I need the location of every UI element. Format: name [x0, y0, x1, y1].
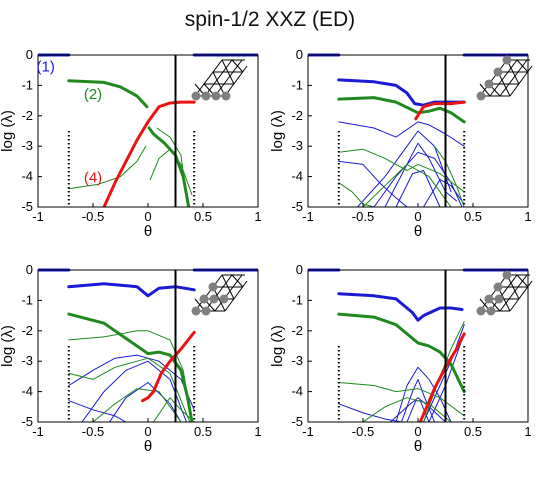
x-tick-label: -0.5 [352, 209, 374, 224]
x-tick-label: 0.5 [194, 209, 212, 224]
chart-panel-top-right: -1 -0.5 0 0.5 1 0 -1 -2 -3 -4 -5 θ log (λ) [269, 40, 540, 260]
y-tick-label: -3 [291, 138, 303, 153]
series-line-green-thick [337, 96, 466, 124]
x-tick-label: -0.5 [352, 424, 374, 439]
y-tick-label: -5 [21, 199, 33, 214]
y-tick-label: 0 [26, 262, 33, 277]
series-line-green-thin [362, 163, 452, 207]
chart-svg: -1 -0.5 0 0.5 1 0 -1 -2 -3 -4 -5 θ log (λ) [269, 47, 532, 240]
series-line-green-thick [67, 79, 149, 109]
y-axis-label: log (λ) [0, 325, 16, 367]
series-line-blue-thin [81, 360, 187, 422]
y-tick-label: -2 [291, 108, 303, 123]
y-tick-label: -1 [21, 77, 33, 92]
x-tick-label: 0.5 [464, 424, 482, 439]
chart-panel-top-left: -1 -0.5 0 0.5 1 0 -1 -2 -3 -4 -5 θ log (λ) (1) (2) (4) [0, 40, 270, 260]
x-tick-label: 1 [254, 209, 261, 224]
series-line-green-thick [147, 126, 191, 207]
y-tick-label: -2 [21, 323, 33, 338]
series-line-blue-thick [337, 292, 464, 322]
y-tick-label: -3 [21, 353, 33, 368]
series-line-blue-thin [390, 397, 446, 422]
series-line-green-thin [68, 145, 147, 190]
x-tick-label: 0.5 [194, 424, 212, 439]
x-tick-label: 1 [524, 209, 531, 224]
x-tick-label: 0 [144, 209, 151, 224]
chart-panel-bottom-left: -1 -0.5 0 0.5 1 0 -1 -2 -3 -4 -5 θ log (λ) [0, 255, 270, 475]
x-tick-label: 0 [414, 209, 421, 224]
x-tick-label: -0.5 [82, 209, 104, 224]
series-line-blue-thin [338, 160, 408, 207]
x-tick-label: -1 [32, 424, 44, 439]
y-tick-label: -5 [291, 414, 303, 429]
x-axis-label: θ [414, 223, 422, 240]
series-line-blue-thin [109, 382, 182, 422]
lattice-inset-icon [476, 55, 533, 101]
series-line-blue-thin [357, 130, 452, 207]
lattice-inset-icon [476, 270, 533, 316]
y-tick-label: -4 [21, 384, 33, 399]
series-line-blue-thin [338, 403, 402, 422]
x-tick-label: 0 [144, 424, 151, 439]
series-line-red-thick [102, 100, 196, 207]
series-line-green-thick [67, 312, 194, 422]
y-tick-label: -5 [21, 414, 33, 429]
series-line-green-thin [92, 388, 182, 422]
y-tick-label: 0 [26, 47, 33, 62]
series-line-green-thin [338, 182, 375, 207]
x-tick-label: -1 [302, 209, 314, 224]
y-tick-label: -2 [291, 323, 303, 338]
y-tick-label: -4 [291, 169, 303, 184]
series-line-blue-thin [395, 170, 441, 207]
y-tick-label: -3 [291, 353, 303, 368]
x-tick-label: 1 [524, 424, 531, 439]
curve-annotation: (4) [84, 170, 102, 187]
x-tick-label: -1 [32, 209, 44, 224]
series-line-green-thin [68, 330, 193, 422]
chart-svg: -1 -0.5 0 0.5 1 0 -1 -2 -3 -4 -5 θ log (λ) [0, 262, 262, 455]
y-tick-label: -1 [21, 292, 33, 307]
lattice-inset-icon [191, 274, 248, 316]
series-line-green-thin [338, 148, 465, 193]
x-tick-label: 0 [414, 424, 421, 439]
y-axis-label: log (λ) [269, 110, 286, 152]
lattice-inset-icon [191, 59, 248, 101]
chart-panel-bottom-right: -1 -0.5 0 0.5 1 0 -1 -2 -3 -4 -5 θ log (λ) [269, 255, 540, 475]
chart-svg: -1 -0.5 0 0.5 1 0 -1 -2 -3 -4 -5 θ log (λ) [269, 262, 532, 455]
y-tick-label: 0 [296, 262, 303, 277]
series-line-blue-thin [384, 142, 457, 207]
y-axis-label: log (λ) [0, 110, 16, 152]
y-tick-label: -2 [21, 108, 33, 123]
series-line-blue-thin [68, 354, 195, 411]
y-tick-label: -3 [21, 138, 33, 153]
curve-annotation: (2) [84, 86, 102, 103]
x-tick-label: -1 [302, 424, 314, 439]
x-axis-label: θ [144, 438, 152, 455]
y-tick-label: -1 [291, 292, 303, 307]
y-tick-label: 0 [296, 47, 303, 62]
y-axis-label: log (λ) [269, 325, 286, 367]
x-axis-label: θ [144, 223, 152, 240]
curve-annotation: (1) [37, 59, 55, 76]
series-line-green-thin [362, 397, 452, 422]
series-line-green-thin [434, 145, 465, 207]
series-line-blue-thin [395, 366, 452, 422]
x-tick-label: 1 [254, 424, 261, 439]
series-line-green-thin [338, 382, 465, 417]
series-line-red-thick [414, 100, 466, 121]
x-axis-label: θ [414, 438, 422, 455]
x-tick-label: -0.5 [82, 424, 104, 439]
series-line-green-thin [68, 357, 191, 422]
series-line-red-thick [418, 332, 466, 422]
y-tick-label: -4 [291, 384, 303, 399]
x-tick-label: 0.5 [464, 209, 482, 224]
chart-svg: -1 -0.5 0 0.5 1 0 -1 -2 -3 -4 -5 θ log (λ) (1) (2) (4) [0, 47, 262, 240]
figure-title: spin-1/2 XXZ (ED) [184, 8, 356, 31]
series-line-red-thick [141, 330, 196, 403]
y-tick-label: -4 [21, 169, 33, 184]
y-tick-label: -5 [291, 199, 303, 214]
y-tick-label: -1 [291, 77, 303, 92]
